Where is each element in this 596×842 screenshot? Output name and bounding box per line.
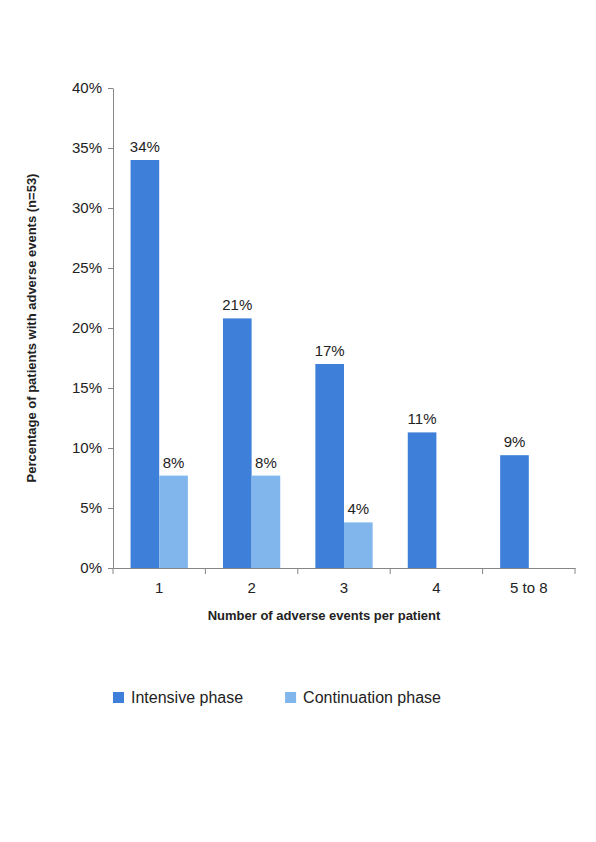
y-tick-mark (108, 148, 113, 149)
y-tick-mark (108, 568, 113, 569)
y-tick-mark (108, 508, 113, 509)
data-label: 9% (504, 433, 526, 450)
legend-swatch (113, 692, 124, 703)
legend-item: Continuation phase (285, 689, 441, 706)
bar (344, 522, 373, 568)
data-label: 21% (222, 296, 252, 313)
y-tick-label: 40% (72, 79, 102, 96)
y-tick-label: 15% (72, 379, 102, 396)
plot-area: 34% 21% 17% 11% 9% 8% 8% 4% 0% 5% 10% 15% 20% 25% 30% 3… (72, 79, 576, 595)
bar (223, 318, 252, 568)
data-label: 17% (315, 342, 345, 359)
y-tick-label: 30% (72, 199, 102, 216)
bar (252, 476, 281, 568)
x-separator (205, 568, 206, 574)
x-separator (297, 568, 298, 574)
x-axis: 1 2 3 4 5 to 8 (113, 568, 576, 596)
x-tick: 3 (340, 568, 348, 596)
x-separator (482, 568, 483, 574)
x-tick-label: 2 (247, 579, 255, 596)
y-tick: 0% (80, 559, 113, 576)
bar (500, 455, 529, 568)
y-tick-mark (108, 328, 113, 329)
x-tick: 4 (432, 568, 440, 596)
y-tick: 40% (72, 79, 113, 96)
x-axis-title: Number of adverse events per patient (208, 608, 441, 623)
y-tick-label: 10% (72, 439, 102, 456)
y-tick: 15% (72, 379, 113, 396)
x-tick-label: 5 to 8 (510, 579, 548, 596)
y-tick: 20% (72, 319, 113, 336)
y-axis-title: Percentage of patients with adverse even… (24, 174, 39, 483)
bars (131, 160, 529, 568)
bar (315, 364, 344, 568)
chart-container: 34% 21% 17% 11% 9% 8% 8% 4% 0% 5% 10% 15% 20% 25% 30% 3… (0, 0, 596, 842)
y-tick-label: 25% (72, 259, 102, 276)
x-separators (113, 568, 575, 574)
y-tick-mark (108, 388, 113, 389)
x-tick: 2 (247, 568, 255, 596)
y-tick-mark (108, 448, 113, 449)
y-tick-label: 35% (72, 139, 102, 156)
bar (159, 476, 188, 568)
legend: Intensive phase Continuation phase (113, 689, 441, 706)
y-tick-mark (108, 268, 113, 269)
x-separator (575, 568, 576, 574)
y-tick: 25% (72, 259, 113, 276)
y-tick-mark (108, 88, 113, 89)
x-axis-line (114, 568, 576, 569)
data-label: 8% (255, 454, 277, 471)
x-tick-label: 4 (432, 579, 440, 596)
x-tick-label: 1 (155, 579, 163, 596)
x-separator (390, 568, 391, 574)
legend-label: Intensive phase (131, 689, 243, 706)
x-tick-label: 3 (340, 579, 348, 596)
bar (131, 160, 160, 568)
legend-swatch (285, 692, 296, 703)
y-tick: 30% (72, 199, 113, 216)
y-tick-label: 0% (80, 559, 102, 576)
y-tick: 5% (80, 499, 113, 516)
data-labels: 34% 21% 17% 11% 9% 8% 8% 4% (130, 138, 525, 517)
x-tick: 1 (155, 568, 163, 596)
data-label: 4% (347, 500, 369, 517)
y-tick: 10% (72, 439, 113, 456)
bar (408, 432, 437, 568)
y-tick-label: 20% (72, 319, 102, 336)
legend-item: Intensive phase (113, 689, 243, 706)
data-label: 11% (408, 410, 437, 427)
chart-svg: 34% 21% 17% 11% 9% 8% 8% 4% 0% 5% 10% 15% 20% 25% 30% 3… (0, 0, 596, 842)
y-axis: 0% 5% 10% 15% 20% 25% 30% 35% 40% (72, 79, 114, 576)
legend-label: Continuation phase (303, 689, 441, 706)
data-label: 8% (163, 454, 185, 471)
x-tick: 5 to 8 (510, 568, 548, 596)
data-label: 34% (130, 138, 160, 155)
y-axis-line (113, 89, 114, 569)
y-tick: 35% (72, 139, 113, 156)
y-tick-label: 5% (80, 499, 102, 516)
y-tick-mark (108, 208, 113, 209)
x-separator (113, 568, 114, 574)
